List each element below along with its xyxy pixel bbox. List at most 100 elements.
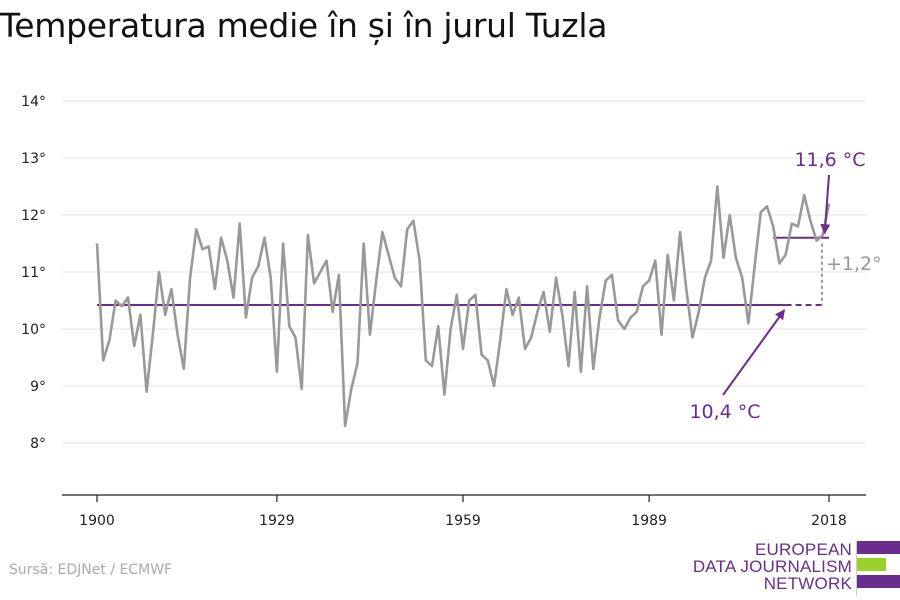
data-point-1953 [425, 359, 427, 361]
data-point-1916 [195, 228, 197, 230]
data-point-1950 [406, 228, 408, 230]
data-point-1929 [276, 371, 278, 373]
annotation-layer: 11,6 °C 10,4 °C +1,2° [689, 149, 881, 423]
data-point-1918 [207, 245, 209, 247]
data-point-1961 [474, 294, 476, 296]
data-point-1952 [418, 259, 420, 261]
data-point-1987 [635, 311, 637, 313]
y-tick-label: 8° [30, 436, 46, 452]
data-point-1997 [698, 311, 700, 313]
data-point-1958 [456, 294, 458, 296]
data-point-1907 [139, 314, 141, 316]
x-tick-labels: 1900 1929 1959 1989 2018 [79, 495, 847, 529]
logo-line-network: NETWORK [763, 574, 852, 593]
data-point-1999 [710, 259, 712, 261]
edjnet-logo[interactable]: EUROPEAN DATA JOURNALISM NETWORK [693, 540, 900, 598]
data-point-1946 [381, 231, 383, 233]
logo-bar-purple-top [857, 541, 900, 554]
data-point-2013 [797, 225, 799, 227]
data-point-2006 [753, 265, 755, 267]
data-point-1942 [356, 362, 358, 364]
data-point-1905 [127, 296, 129, 298]
data-point-1967 [511, 314, 513, 316]
data-point-2017 [822, 234, 824, 236]
data-point-1981 [598, 316, 600, 318]
data-point-1963 [487, 359, 489, 361]
y-tick-label: 11° [21, 265, 46, 281]
data-point-1927 [263, 237, 265, 239]
data-point-1947 [387, 254, 389, 256]
data-point-1931 [288, 325, 290, 327]
y-tick-label: 13° [21, 151, 46, 167]
data-point-2015 [809, 220, 811, 222]
data-point-1989 [648, 279, 650, 281]
data-point-2005 [747, 322, 749, 324]
y-tick-label: 12° [21, 208, 46, 224]
data-point-1993 [673, 299, 675, 301]
data-point-1994 [679, 231, 681, 233]
data-point-1901 [102, 359, 104, 361]
data-point-2018 [828, 202, 830, 204]
baseline-mean-arrow [722, 309, 786, 396]
data-point-2014 [803, 194, 805, 196]
data-point-1980 [592, 368, 594, 370]
data-point-1975 [561, 314, 563, 316]
data-point-1922 [232, 296, 234, 298]
data-point-1995 [685, 288, 687, 290]
data-point-1968 [518, 296, 520, 298]
data-point-1998 [704, 277, 706, 279]
data-point-1992 [667, 254, 669, 256]
y-tick-label: 14° [21, 94, 46, 110]
data-point-1912 [170, 288, 172, 290]
data-point-1951 [412, 220, 414, 222]
data-point-1985 [623, 328, 625, 330]
logo-line-data-journalism: DATA JOURNALISM [692, 557, 852, 576]
data-point-1913 [176, 334, 178, 336]
data-point-2002 [729, 214, 731, 216]
data-point-1954 [431, 365, 433, 367]
data-point-2010 [778, 262, 780, 264]
data-point-1977 [573, 291, 575, 293]
data-point-1990 [654, 259, 656, 261]
x-tick-label: 1900 [79, 513, 115, 529]
chart-title: Temperatura medie în și în jurul Tuzla [0, 6, 608, 45]
data-point-2009 [772, 225, 774, 227]
data-point-2000 [716, 185, 718, 187]
logo-divider [856, 542, 857, 596]
data-point-1988 [642, 285, 644, 287]
logo-line-european: EUROPEAN [754, 540, 852, 559]
data-point-1936 [319, 271, 321, 273]
data-point-1934 [307, 234, 309, 236]
data-point-1939 [338, 274, 340, 276]
recent-mean-arrow [820, 174, 831, 235]
data-point-1940 [344, 425, 346, 427]
data-point-1910 [158, 271, 160, 273]
data-point-1966 [505, 288, 507, 290]
data-point-1919 [214, 288, 216, 290]
data-point-1920 [220, 237, 222, 239]
data-point-1974 [555, 277, 557, 279]
data-point-1933 [301, 388, 303, 390]
data-point-1903 [114, 299, 116, 301]
data-point-1930 [282, 242, 284, 244]
data-point-1949 [400, 285, 402, 287]
data-point-1962 [480, 353, 482, 355]
data-point-1972 [542, 291, 544, 293]
data-point-1926 [257, 265, 259, 267]
data-point-1982 [604, 279, 606, 281]
data-point-1971 [536, 311, 538, 313]
data-point-1928 [269, 277, 271, 279]
data-point-1976 [567, 365, 569, 367]
data-point-1943 [363, 242, 365, 244]
data-point-1955 [437, 325, 439, 327]
temperature-series-line [95, 185, 831, 428]
data-point-1957 [449, 328, 451, 330]
y-tick-label: 9° [30, 379, 46, 395]
data-point-1983 [611, 274, 613, 276]
data-point-2007 [760, 211, 762, 213]
data-point-2016 [815, 239, 817, 241]
data-point-1911 [164, 314, 166, 316]
data-point-1917 [201, 248, 203, 250]
difference-label: +1,2° [826, 253, 882, 275]
data-point-1945 [375, 279, 377, 281]
